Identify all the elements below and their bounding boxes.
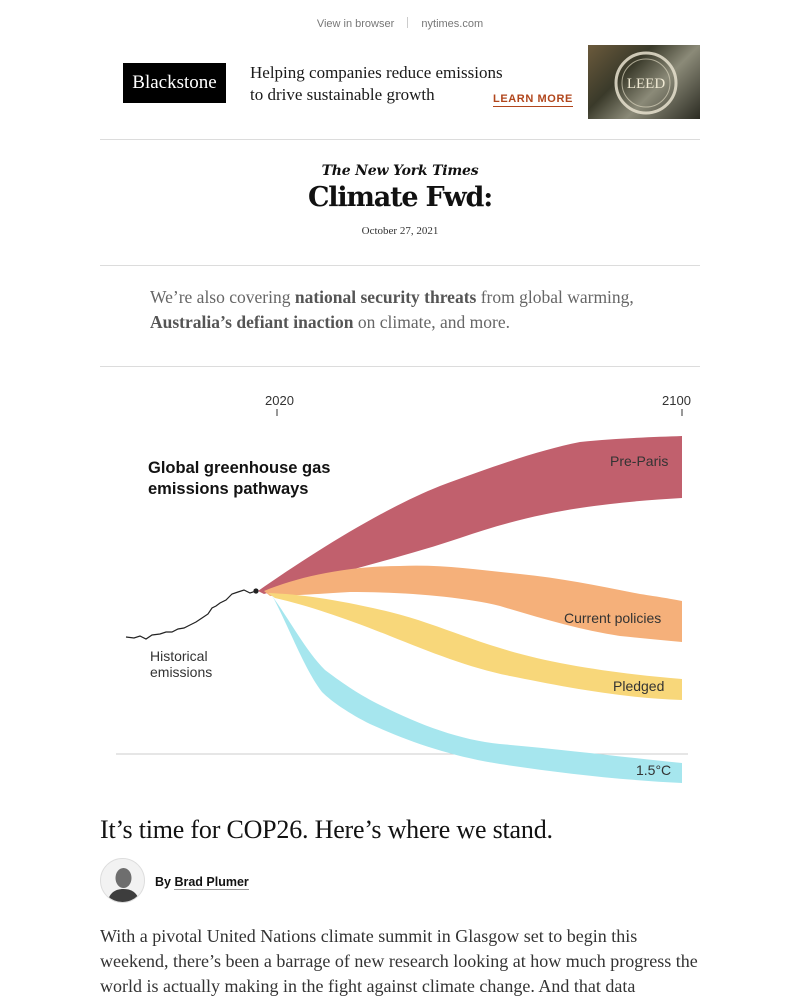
author-credit: By Brad Plumer — [155, 875, 249, 890]
nytimes-link[interactable]: nytimes.com — [421, 18, 484, 30]
chart-title-line-2: emissions pathways — [148, 480, 309, 498]
sponsor-banner[interactable]: Blackstone Helping companies reduce emis… — [100, 45, 700, 119]
band-1-5c — [270, 593, 682, 783]
blackstone-logo[interactable]: Blackstone — [123, 63, 226, 103]
newsletter-date: October 27, 2021 — [361, 225, 439, 237]
newsletter-title: Climate Fwd: — [308, 182, 493, 213]
by-prefix: By — [155, 875, 175, 889]
chart-graphic — [116, 409, 688, 783]
band-pre-paris — [258, 436, 682, 594]
tick-label-2020: 2020 — [265, 393, 294, 408]
view-in-browser-link[interactable]: View in browser — [316, 18, 395, 30]
band-pledged — [268, 593, 682, 700]
intro-blurb: We’re also covering national security th… — [150, 285, 670, 335]
chart-title: Global greenhouse gas emissions pathways — [148, 458, 330, 500]
leed-plaque-text: LEED — [627, 76, 665, 92]
top-links: View in browser nytimes.com — [0, 17, 800, 30]
article-body: With a pivotal United Nations climate su… — [100, 926, 698, 996]
label-1-5c: 1.5°C — [636, 762, 672, 778]
masthead: The New York Times Climate Fwd: October … — [0, 163, 800, 237]
nyt-logo[interactable]: The New York Times — [321, 163, 479, 179]
intro-text: We’re also covering — [150, 287, 295, 307]
ad-line-2: to drive sustainable growth — [250, 85, 435, 104]
historical-line — [125, 589, 257, 640]
tick-label-2100: 2100 — [662, 393, 691, 408]
link-divider — [407, 17, 409, 28]
label-historical: Historical emissions — [150, 648, 213, 680]
intro-text: on climate, and more. — [353, 312, 511, 332]
divider — [100, 265, 700, 266]
australia-link[interactable]: Australia’s defiant inaction — [150, 312, 354, 332]
chart-title-line-1: Global greenhouse gas — [148, 459, 331, 477]
label-pre-paris: Pre-Paris — [610, 453, 669, 469]
national-security-link[interactable]: national security threats — [294, 287, 477, 307]
learn-more-link[interactable]: LEARN MORE — [493, 93, 573, 107]
intro-text: from global warming, — [476, 287, 634, 307]
article-headline[interactable]: It’s time for COP26. Here’s where we sta… — [100, 815, 553, 844]
author-link[interactable]: Brad Plumer — [174, 875, 249, 890]
author-avatar — [100, 858, 145, 903]
ad-photo-leed-plaque[interactable]: LEED — [588, 45, 700, 119]
emissions-chart: 2020 2100 Global greenhouse gas emission… — [100, 380, 700, 800]
ad-copy: Helping companies reduce emissions to dr… — [250, 62, 503, 106]
band-current-policies — [264, 565, 682, 642]
divider — [100, 139, 700, 140]
label-current-policies: Current policies — [564, 610, 662, 626]
divider — [100, 366, 700, 367]
label-pledged: Pledged — [613, 678, 665, 694]
historical-endpoint — [253, 588, 259, 594]
ad-line-1: Helping companies reduce emissions — [250, 63, 503, 82]
